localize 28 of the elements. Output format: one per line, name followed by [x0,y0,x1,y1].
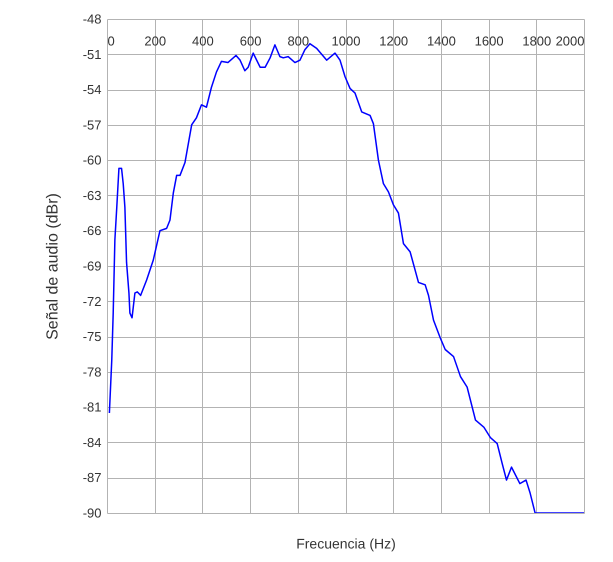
x-tick-label: 1200 [379,34,408,48]
x-tick-label: 0 [108,34,115,48]
x-tick-label: 1000 [332,34,360,48]
y-tick-label: -87 [82,470,102,486]
x-tick-label: 800 [287,34,310,48]
x-tick-label: 1400 [426,34,456,48]
y-tick-label: -63 [82,188,102,203]
y-tick-label: -48 [82,12,102,26]
x-tick-label: 400 [192,34,214,48]
x-tick-label: 1600 [474,34,504,48]
x-tick-label: 600 [240,34,262,48]
y-tick-label: -72 [82,294,102,309]
y-tick-label: -84 [82,434,102,450]
y-tick-label: -78 [82,364,102,380]
x-tick-label: 200 [144,34,166,48]
y-tick-label: -81 [82,400,102,415]
x-tick-label: 2000 [556,34,584,48]
y-tick-label: -57 [82,117,102,132]
x-tick-label: 1800 [522,34,552,48]
y-tick-label: -75 [82,329,102,344]
y-tick-label: -60 [82,152,102,168]
y-tick-label: -66 [82,223,102,238]
y-tick-label: -90 [82,506,102,520]
x-axis-title: Frecuencia (Hz) [296,536,396,552]
y-tick-label: -51 [82,46,102,62]
y-axis-title: Señal de audio (dBr) [44,193,62,340]
y-tick-label: -69 [82,258,102,274]
y-tick-label: -54 [82,82,102,98]
